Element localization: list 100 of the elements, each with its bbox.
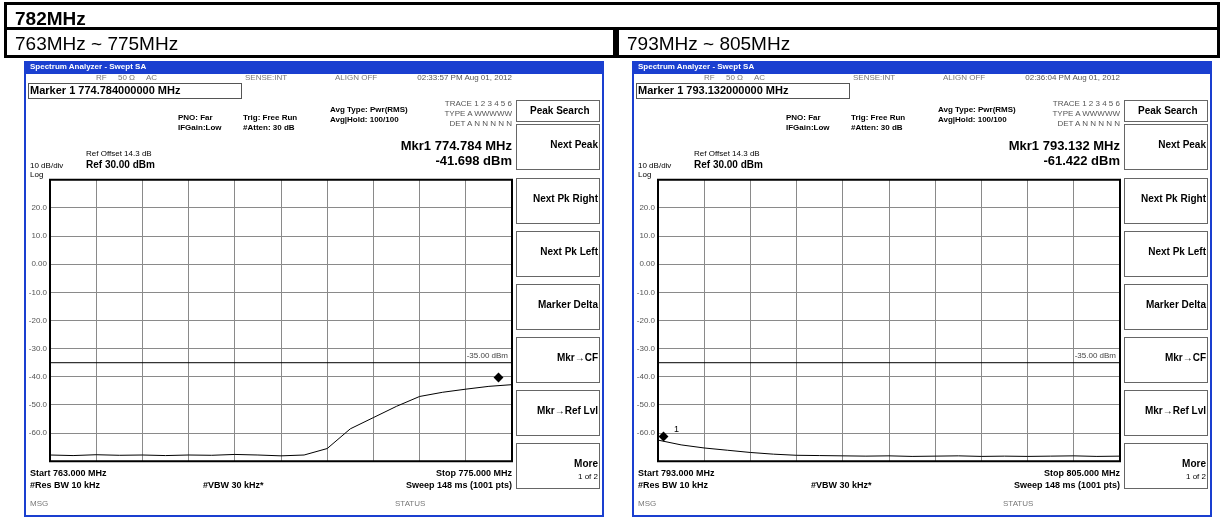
y-tick-label: -50.0 xyxy=(636,400,656,410)
text: STATUS xyxy=(1003,499,1034,508)
text: #Atten: 30 dB xyxy=(851,123,903,132)
text: Mkr1 774.784 MHz xyxy=(400,138,512,153)
text: Ref Offset 14.3 dB xyxy=(86,149,152,158)
ref-line-label: -35.00 dBm xyxy=(1074,350,1117,360)
text: Next Pk Right xyxy=(532,193,598,204)
text: Next Pk Right xyxy=(1140,193,1206,204)
text: Next Pk Left xyxy=(540,246,598,257)
text: Mkr→CF xyxy=(556,352,598,363)
text: RF xyxy=(96,73,107,82)
text: Sweep 148 ms (1001 pts) xyxy=(405,480,512,490)
text: Trig: Free Run xyxy=(851,113,906,122)
annotation: 1 xyxy=(674,424,680,434)
y-tick-label: -40.0 xyxy=(636,371,656,381)
text: 10 dB/div xyxy=(638,161,672,170)
text: Start 763.000 MHz xyxy=(30,468,107,478)
y-tick-label: -20.0 xyxy=(28,315,48,325)
y-tick-label: -20.0 xyxy=(636,315,656,325)
text: Avg Type: Pwr(RMS) xyxy=(330,105,408,114)
text: Mkr→CF xyxy=(1164,352,1206,363)
text: 1 of 2 xyxy=(577,472,598,481)
text: MSG xyxy=(30,499,49,508)
text: Ref 30.00 dBm xyxy=(86,159,155,170)
text: TYPE A WWWWW xyxy=(444,109,512,118)
text: Spectrum Analyzer - Swept SA xyxy=(30,62,147,71)
text: 10 dB/div xyxy=(30,161,64,170)
text: 50 Ω xyxy=(726,73,744,82)
y-tick-label: -40.0 xyxy=(28,371,48,381)
text: Start 793.000 MHz xyxy=(638,468,715,478)
text: Avg|Hold: 100/100 xyxy=(330,115,399,124)
text: DET A N N N N N xyxy=(449,119,512,128)
text: Mkr1 793.132 MHz xyxy=(1008,138,1120,153)
text: MSG xyxy=(638,499,657,508)
y-tick-label: 20.0 xyxy=(639,203,656,213)
text: Marker 1 793.132000000 MHz xyxy=(638,84,789,96)
text: Log xyxy=(30,170,44,179)
text: Avg Type: Pwr(RMS) xyxy=(938,105,1016,114)
y-tick-label: -30.0 xyxy=(28,343,48,353)
text: Peak Search xyxy=(1138,105,1198,116)
chart-subtitle: 793MHz ~ 805MHz xyxy=(616,30,1220,58)
text: Marker Delta xyxy=(1145,299,1206,310)
y-tick-label: -60.0 xyxy=(636,428,656,438)
ref-line-label: -35.00 dBm xyxy=(466,350,509,360)
text: Trig: Free Run xyxy=(243,113,298,122)
text: Log xyxy=(638,170,652,179)
y-tick-label: 10.0 xyxy=(31,231,48,241)
text: #VBW 30 kHz* xyxy=(203,480,264,490)
text: DET A N N N N N xyxy=(1057,119,1120,128)
text: -41.698 dBm xyxy=(435,153,512,168)
y-tick-label: -10.0 xyxy=(28,287,48,297)
text: IFGain:Low xyxy=(178,123,222,132)
y-tick-label: 20.0 xyxy=(31,203,48,213)
text: Marker 1 774.784000000 MHz xyxy=(30,84,181,96)
text: SENSE:INT xyxy=(245,73,288,82)
text: Avg|Hold: 100/100 xyxy=(938,115,1007,124)
text: Next Peak xyxy=(550,139,598,150)
text: Next Pk Left xyxy=(1148,246,1206,257)
text: RF xyxy=(704,73,715,82)
chart-title: 782MHz xyxy=(4,2,1220,30)
text: #Atten: 30 dB xyxy=(243,123,295,132)
text: Peak Search xyxy=(530,105,590,116)
text: More xyxy=(1182,458,1206,469)
text: Stop 805.000 MHz xyxy=(1043,468,1120,478)
text: Mkr→Ref Lvl xyxy=(536,405,598,416)
text: PNO: Far xyxy=(178,113,213,122)
text: Spectrum Analyzer - Swept SA xyxy=(638,62,755,71)
text: PNO: Far xyxy=(786,113,821,122)
text: Ref Offset 14.3 dB xyxy=(694,149,760,158)
text: 02:36:04 PM Aug 01, 2012 xyxy=(1025,73,1120,82)
text: 1 of 2 xyxy=(1185,472,1206,481)
text: #VBW 30 kHz* xyxy=(811,480,872,490)
text: TRACE 1 2 3 4 5 6 xyxy=(444,99,512,108)
text: ALIGN OFF xyxy=(943,73,986,82)
text: Marker Delta xyxy=(537,299,598,310)
text: IFGain:Low xyxy=(786,123,830,132)
text: Ref 30.00 dBm xyxy=(694,159,763,170)
text: Mkr→Ref Lvl xyxy=(1144,405,1206,416)
text: Stop 775.000 MHz xyxy=(435,468,512,478)
text: AC xyxy=(754,73,766,82)
text: Sweep 148 ms (1001 pts) xyxy=(1013,480,1120,490)
text: TYPE A WWWWW xyxy=(1052,109,1120,118)
text: TRACE 1 2 3 4 5 6 xyxy=(1052,99,1120,108)
y-tick-label: 10.0 xyxy=(639,231,656,241)
text: More xyxy=(574,458,598,469)
text: SENSE:INT xyxy=(853,73,896,82)
y-tick-label: 0.00 xyxy=(31,259,48,269)
text: #Res BW 10 kHz xyxy=(30,480,101,490)
text: Next Peak xyxy=(1158,139,1206,150)
text: STATUS xyxy=(395,499,426,508)
chart-subtitle: 763MHz ~ 775MHz xyxy=(4,30,616,58)
y-tick-label: -30.0 xyxy=(636,343,656,353)
text: ALIGN OFF xyxy=(335,73,378,82)
y-tick-label: -10.0 xyxy=(636,287,656,297)
text: -61.422 dBm xyxy=(1043,153,1120,168)
text: #Res BW 10 kHz xyxy=(638,480,709,490)
y-tick-label: 0.00 xyxy=(639,259,656,269)
text: 02:33:57 PM Aug 01, 2012 xyxy=(417,73,512,82)
y-tick-label: -60.0 xyxy=(28,428,48,438)
text: 50 Ω xyxy=(118,73,136,82)
